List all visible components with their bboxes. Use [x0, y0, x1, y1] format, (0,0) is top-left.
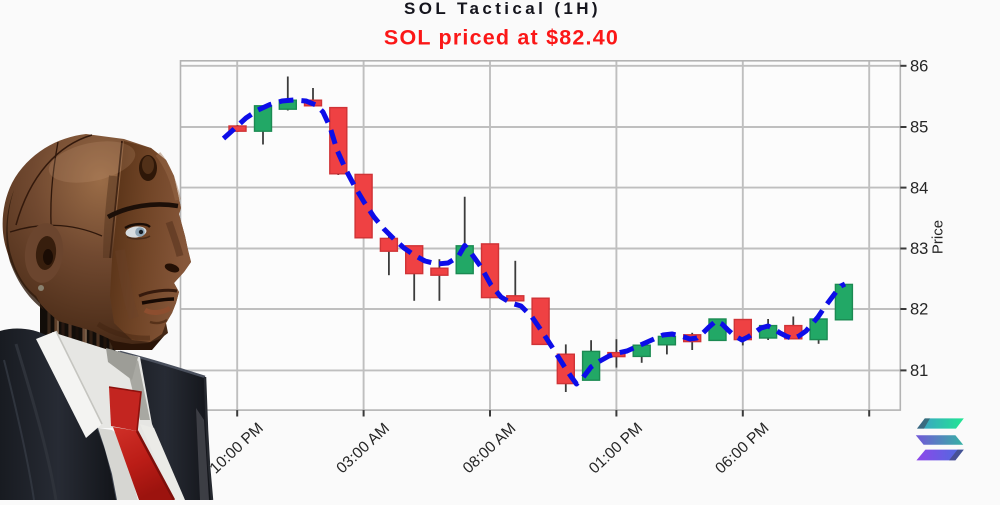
svg-text:86: 86	[910, 58, 928, 76]
svg-text:SOL Tactical (1H): SOL Tactical (1H)	[404, 0, 601, 18]
svg-text:84: 84	[910, 179, 928, 197]
svg-text:85: 85	[910, 119, 928, 137]
svg-text:83: 83	[910, 240, 928, 258]
svg-text:82: 82	[910, 301, 928, 319]
svg-text:Price: Price	[930, 220, 947, 254]
svg-text:81: 81	[910, 362, 928, 380]
svg-text:SOL priced at $82.40: SOL priced at $82.40	[384, 26, 619, 50]
